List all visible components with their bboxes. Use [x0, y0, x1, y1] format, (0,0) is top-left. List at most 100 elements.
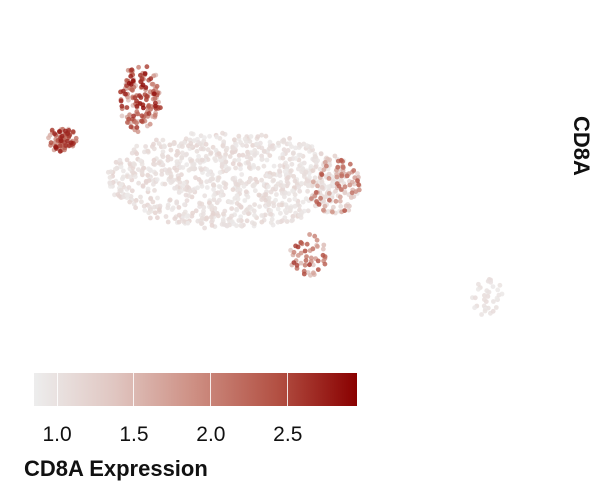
cell-point: [268, 220, 274, 226]
cell-point: [68, 140, 74, 146]
cell-point: [193, 208, 199, 214]
cell-point: [281, 183, 286, 189]
cell-point: [497, 282, 503, 288]
cell-point: [301, 271, 307, 277]
cell-point: [214, 134, 220, 140]
cell-point: [288, 205, 294, 211]
cell-point: [270, 186, 276, 192]
cell-point: [151, 157, 157, 163]
cell-point: [303, 169, 309, 175]
cell-point: [252, 148, 258, 153]
cell-point: [299, 161, 304, 167]
cell-point: [248, 177, 254, 183]
cell-point: [172, 216, 178, 222]
cell-point: [170, 205, 176, 211]
cell-point: [312, 193, 318, 199]
cell-point: [258, 140, 263, 146]
cell-point: [220, 143, 226, 149]
cell-point: [278, 210, 283, 216]
cell-point: [292, 203, 298, 209]
cell-point: [175, 150, 181, 156]
cell-point: [292, 192, 298, 198]
cell-point: [227, 154, 233, 159]
cell-point: [319, 172, 325, 178]
cell-point: [280, 152, 286, 157]
cell-point: [289, 161, 295, 167]
colorbar-tick-label: 1.0: [42, 423, 72, 446]
cell-point: [154, 177, 160, 183]
cell-point: [216, 197, 222, 203]
cell-point: [144, 94, 150, 99]
cell-point: [134, 125, 140, 130]
cell-point: [202, 193, 208, 199]
cell-point: [184, 151, 190, 157]
cell-point: [198, 146, 204, 152]
cell-point: [472, 295, 478, 301]
cell-point: [190, 162, 196, 168]
cell-point: [277, 173, 283, 179]
cell-point: [303, 196, 309, 202]
cell-point: [57, 129, 62, 134]
cell-point: [199, 221, 204, 227]
cell-point: [349, 190, 355, 196]
cell-point: [129, 188, 135, 194]
expression-colorbar: [34, 373, 357, 406]
cell-point: [131, 147, 137, 153]
cell-point: [490, 308, 496, 314]
cell-point: [263, 192, 269, 197]
cell-point: [107, 175, 113, 180]
cell-point: [280, 218, 285, 224]
cell-point: [57, 148, 63, 154]
cell-point: [230, 176, 236, 181]
cell-point: [340, 165, 346, 171]
cell-point: [118, 188, 124, 194]
cell-point: [479, 312, 484, 317]
cell-point: [327, 197, 332, 203]
cell-point: [166, 168, 172, 174]
cell-point: [48, 140, 54, 146]
cell-point: [127, 199, 133, 205]
cell-point: [321, 207, 326, 213]
cell-point: [243, 189, 249, 195]
cell-point: [132, 174, 138, 180]
cell-point: [152, 162, 158, 167]
cell-point: [284, 164, 290, 169]
cell-point: [180, 183, 186, 189]
colorbar-tick: [287, 373, 289, 406]
cell-point: [312, 233, 318, 239]
cell-point: [275, 219, 281, 225]
cell-point: [287, 136, 292, 141]
cell-point: [131, 161, 137, 167]
colorbar-tick-label: 2.5: [273, 423, 303, 446]
cell-point: [138, 194, 143, 200]
cell-point: [210, 144, 216, 150]
cell-point: [156, 141, 162, 147]
cell-point: [299, 180, 304, 186]
cell-point: [215, 177, 221, 183]
cell-point: [199, 157, 205, 163]
cell-point: [207, 178, 213, 184]
cell-point: [275, 206, 281, 212]
cell-point: [305, 208, 311, 214]
cell-point: [179, 155, 185, 161]
cell-point: [167, 197, 173, 203]
cell-point: [188, 141, 194, 146]
cell-point: [167, 142, 173, 148]
cell-point: [53, 144, 59, 150]
cell-point: [208, 150, 214, 156]
cell-point: [147, 121, 153, 127]
cell-point: [142, 208, 148, 213]
cell-point: [315, 183, 320, 189]
cell-point: [126, 185, 132, 190]
cell-point: [338, 177, 344, 183]
cell-point: [276, 202, 282, 208]
cell-point: [184, 162, 190, 168]
cell-point: [180, 150, 185, 156]
cell-point: [152, 96, 158, 101]
cell-point: [247, 139, 253, 144]
cell-point: [285, 148, 291, 153]
cell-point: [238, 223, 244, 228]
cell-point: [142, 71, 148, 76]
cell-point: [234, 207, 240, 213]
cell-point: [138, 95, 144, 100]
